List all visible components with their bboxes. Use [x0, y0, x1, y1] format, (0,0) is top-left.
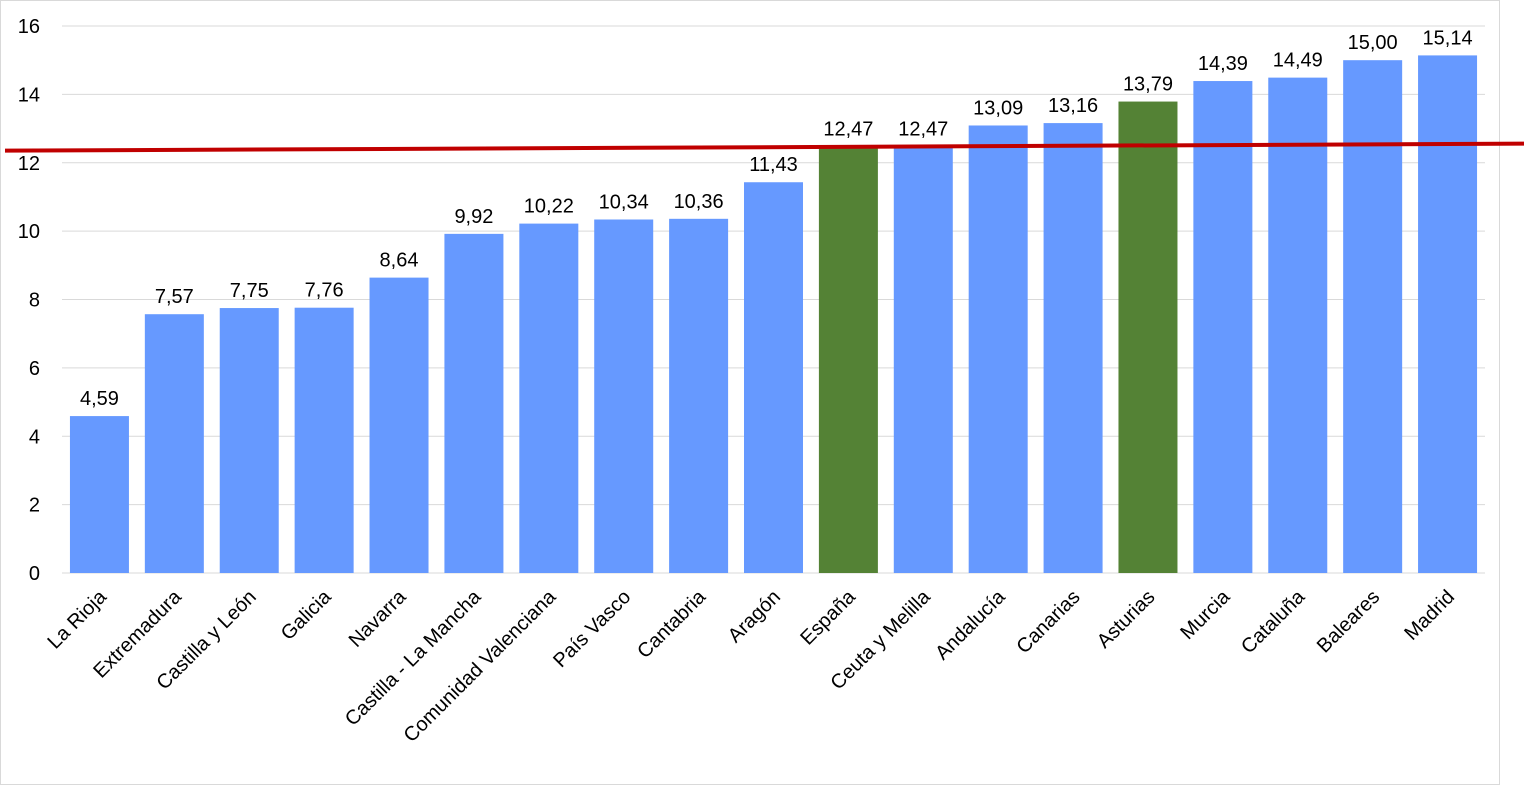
- data-label: 7,76: [305, 280, 344, 302]
- y-tick-label: 10: [18, 221, 40, 243]
- x-tick-label: Madrid: [1400, 586, 1459, 645]
- data-label: 11,43: [749, 154, 798, 176]
- data-label: 12,47: [898, 119, 948, 141]
- data-label: 14,39: [1198, 53, 1248, 75]
- bar-comunidad-valenciana: [519, 223, 579, 573]
- data-label: 8,64: [380, 250, 419, 272]
- data-label: 10,22: [524, 196, 574, 218]
- bar-madrid: [1418, 55, 1478, 574]
- bar-andalucía: [968, 125, 1028, 573]
- y-tick-label: 2: [29, 495, 40, 517]
- data-label: 13,09: [973, 97, 1023, 119]
- y-tick-label: 8: [29, 290, 40, 312]
- bar-navarra: [369, 277, 429, 573]
- reference-line: [4, 141, 1525, 153]
- chart-frame: [0, 0, 1500, 785]
- x-tick-label: País Vasco: [549, 586, 635, 672]
- bar-canarias: [1043, 123, 1103, 573]
- bar-cantabria: [669, 218, 729, 573]
- data-label: 10,36: [674, 191, 724, 213]
- bar-españa: [818, 146, 878, 573]
- data-label: 13,16: [1048, 95, 1098, 117]
- data-label: 13,79: [1123, 74, 1173, 96]
- x-tick-label: Canarias: [1012, 586, 1084, 658]
- data-label: 15,14: [1423, 27, 1473, 49]
- x-tick-label: Castilla - La Mancha: [341, 585, 486, 730]
- x-tick-label: La Rioja: [44, 585, 112, 653]
- bar-ceuta-y-melilla: [893, 146, 953, 573]
- x-tick-label: Murcia: [1176, 585, 1235, 644]
- bar-castilla---la-mancha: [444, 233, 504, 574]
- bar-la-rioja: [69, 416, 129, 573]
- data-label: 12,47: [823, 119, 873, 141]
- x-tick-label: España: [796, 585, 860, 649]
- data-label: 4,59: [80, 388, 119, 410]
- x-tick-label: Cataluña: [1237, 585, 1310, 658]
- x-tick-label: Asturias: [1093, 586, 1160, 653]
- bar-extremadura: [144, 314, 204, 573]
- y-tick-label: 16: [18, 16, 40, 38]
- y-tick-label: 14: [18, 84, 40, 106]
- bar-aragón: [744, 182, 803, 573]
- bar-baleares: [1343, 60, 1403, 573]
- x-tick-label: Cantabria: [633, 585, 710, 662]
- data-label: 14,49: [1273, 50, 1323, 72]
- x-tick-label: Galicia: [277, 585, 336, 644]
- data-label: 15,00: [1348, 32, 1398, 54]
- x-tick-label: Andalucía: [931, 585, 1010, 664]
- bar-murcia: [1193, 81, 1253, 574]
- data-label: 7,75: [230, 280, 269, 302]
- x-tick-label: Baleares: [1313, 586, 1384, 657]
- bar-galicia: [294, 307, 354, 573]
- bar-asturias: [1118, 101, 1178, 573]
- y-tick-label: 12: [18, 153, 40, 175]
- y-tick-label: 4: [29, 426, 40, 448]
- y-tick-label: 0: [29, 563, 40, 585]
- x-tick-label: Aragón: [724, 586, 785, 647]
- bar-cataluña: [1268, 77, 1328, 574]
- x-tick-label: Navarra: [345, 585, 411, 651]
- data-label: 10,34: [599, 192, 649, 214]
- x-tick-label: Comunidad Valenciana: [400, 585, 561, 746]
- data-label: 9,92: [454, 206, 493, 228]
- bar-país-vasco: [594, 219, 654, 573]
- y-tick-label: 6: [29, 358, 40, 380]
- bar-castilla-y-león: [219, 308, 279, 573]
- data-label: 7,57: [155, 286, 194, 308]
